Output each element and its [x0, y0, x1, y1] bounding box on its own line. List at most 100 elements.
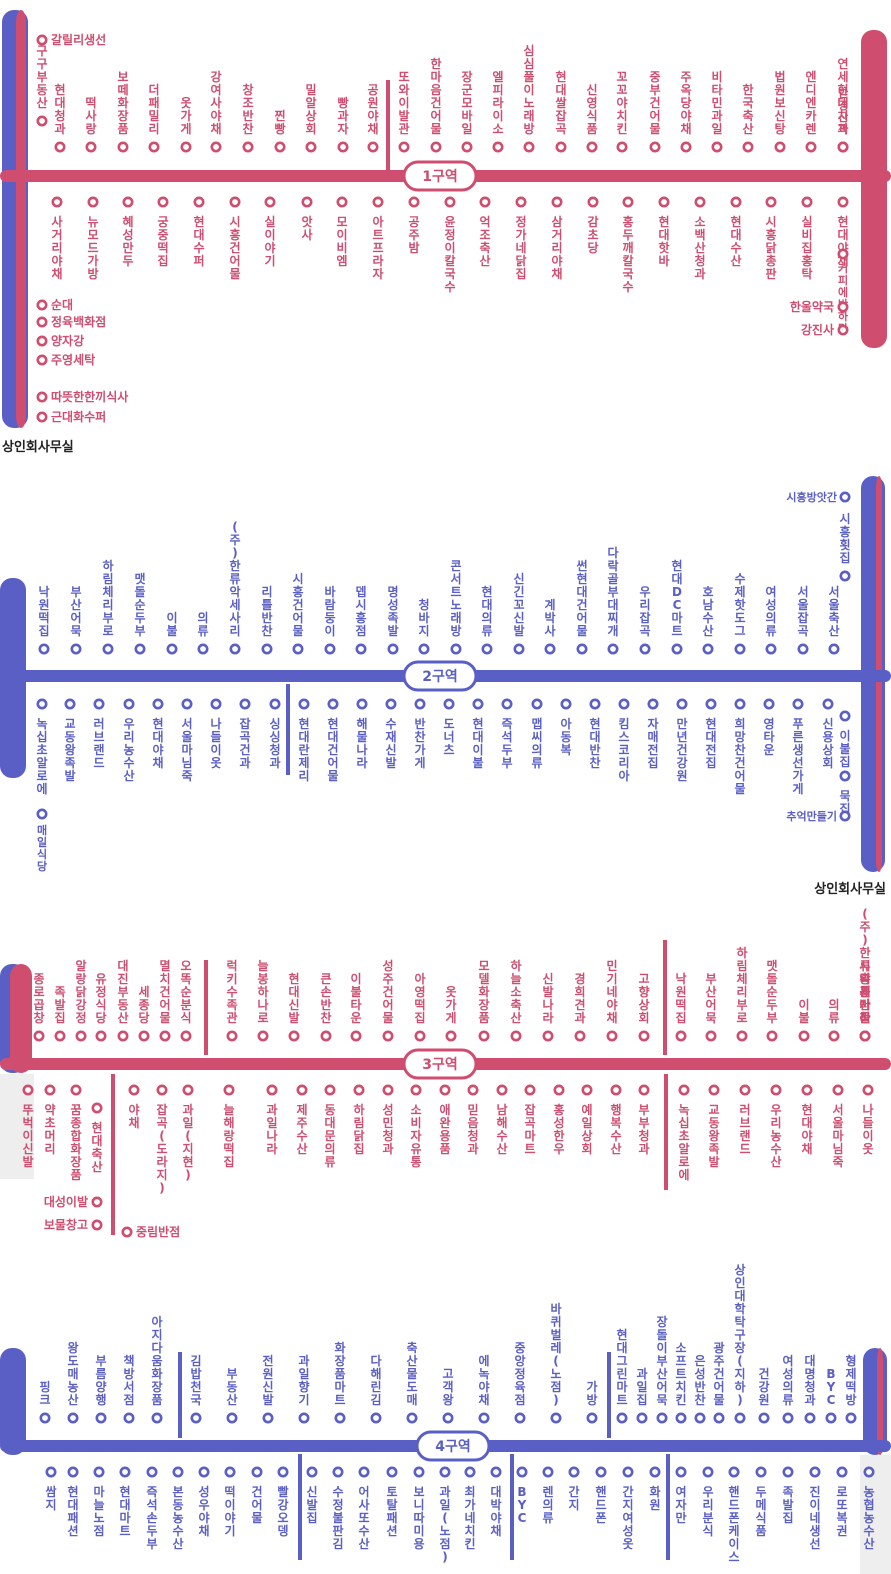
- shop-marker[interactable]: [180, 1030, 192, 1042]
- shop-marker[interactable]: [386, 1466, 398, 1478]
- shop-marker[interactable]: [863, 1466, 875, 1478]
- shop-marker[interactable]: [616, 1412, 628, 1424]
- shop-marker[interactable]: [798, 1030, 810, 1042]
- shop-marker[interactable]: [229, 643, 241, 655]
- shop-marker[interactable]: [490, 1466, 502, 1478]
- shop-marker[interactable]: [574, 1030, 586, 1042]
- shop-marker[interactable]: [478, 1030, 490, 1042]
- shop-marker[interactable]: [828, 1030, 840, 1042]
- shop-marker[interactable]: [636, 1412, 648, 1424]
- shop-marker[interactable]: [45, 1466, 57, 1478]
- shop-marker[interactable]: [839, 770, 851, 782]
- shop-marker[interactable]: [138, 1030, 150, 1042]
- shop-marker[interactable]: [656, 1412, 668, 1424]
- shop-marker[interactable]: [134, 643, 146, 655]
- shop-marker[interactable]: [324, 1084, 336, 1096]
- shop-marker[interactable]: [33, 1030, 45, 1042]
- shop-marker[interactable]: [839, 810, 851, 822]
- shop-marker[interactable]: [70, 643, 82, 655]
- shop-marker[interactable]: [479, 196, 491, 208]
- shop-marker[interactable]: [676, 698, 688, 710]
- shop-marker[interactable]: [671, 643, 683, 655]
- shop-marker[interactable]: [862, 1084, 874, 1096]
- shop-marker[interactable]: [444, 196, 456, 208]
- shop-marker[interactable]: [51, 196, 63, 208]
- shop-marker[interactable]: [387, 643, 399, 655]
- shop-marker[interactable]: [481, 643, 493, 655]
- shop-marker[interactable]: [544, 643, 556, 655]
- shop-marker[interactable]: [193, 196, 205, 208]
- shop-marker[interactable]: [610, 1084, 622, 1096]
- shop-marker[interactable]: [257, 1030, 269, 1042]
- shop-marker[interactable]: [589, 698, 601, 710]
- shop-marker[interactable]: [622, 196, 634, 208]
- shop-marker[interactable]: [510, 1030, 522, 1042]
- shop-marker[interactable]: [464, 1466, 476, 1478]
- shop-marker[interactable]: [36, 316, 48, 328]
- shop-marker[interactable]: [148, 141, 160, 153]
- shop-marker[interactable]: [734, 698, 746, 710]
- shop-marker[interactable]: [210, 141, 222, 153]
- shop-marker[interactable]: [694, 1412, 706, 1424]
- shop-marker[interactable]: [190, 1412, 202, 1424]
- shop-marker[interactable]: [442, 1412, 454, 1424]
- shop-marker[interactable]: [320, 1030, 332, 1042]
- shop-marker[interactable]: [622, 1466, 634, 1478]
- shop-marker[interactable]: [765, 643, 777, 655]
- shop-marker[interactable]: [763, 698, 775, 710]
- shop-marker[interactable]: [306, 1466, 318, 1478]
- shop-marker[interactable]: [515, 196, 527, 208]
- shop-marker[interactable]: [102, 643, 114, 655]
- shop-marker[interactable]: [36, 34, 48, 46]
- shop-marker[interactable]: [93, 698, 105, 710]
- shop-marker[interactable]: [568, 1466, 580, 1478]
- shop-marker[interactable]: [410, 1084, 422, 1096]
- shop-marker[interactable]: [542, 1030, 554, 1042]
- shop-marker[interactable]: [67, 1412, 79, 1424]
- shop-marker[interactable]: [606, 1030, 618, 1042]
- shop-marker[interactable]: [702, 1466, 714, 1478]
- shop-marker[interactable]: [123, 1412, 135, 1424]
- shop-marker[interactable]: [36, 391, 48, 403]
- shop-marker[interactable]: [355, 643, 367, 655]
- shop-marker[interactable]: [439, 1084, 451, 1096]
- shop-marker[interactable]: [675, 1412, 687, 1424]
- shop-marker[interactable]: [151, 1412, 163, 1424]
- shop-marker[interactable]: [288, 1030, 300, 1042]
- shop-marker[interactable]: [560, 698, 572, 710]
- shop-marker[interactable]: [531, 698, 543, 710]
- shop-marker[interactable]: [523, 141, 535, 153]
- shop-marker[interactable]: [64, 698, 76, 710]
- shop-marker[interactable]: [638, 1084, 650, 1096]
- shop-marker[interactable]: [36, 335, 48, 347]
- shop-marker[interactable]: [382, 1084, 394, 1096]
- shop-marker[interactable]: [542, 1466, 554, 1478]
- shop-marker[interactable]: [832, 1084, 844, 1096]
- shop-marker[interactable]: [356, 698, 368, 710]
- shop-marker[interactable]: [70, 1084, 82, 1096]
- shop-marker[interactable]: [586, 141, 598, 153]
- shop-marker[interactable]: [358, 1466, 370, 1478]
- shop-marker[interactable]: [117, 1030, 129, 1042]
- shop-marker[interactable]: [516, 1466, 528, 1478]
- shop-marker[interactable]: [713, 1412, 725, 1424]
- shop-marker[interactable]: [274, 141, 286, 153]
- shop-marker[interactable]: [414, 698, 426, 710]
- shop-marker[interactable]: [801, 196, 813, 208]
- shop-marker[interactable]: [837, 141, 849, 153]
- shop-marker[interactable]: [36, 698, 48, 710]
- shop-marker[interactable]: [336, 196, 348, 208]
- shop-marker[interactable]: [296, 1084, 308, 1096]
- shop-marker[interactable]: [181, 698, 193, 710]
- shop-marker[interactable]: [430, 141, 442, 153]
- shop-marker[interactable]: [797, 643, 809, 655]
- shop-marker[interactable]: [172, 1466, 184, 1478]
- shop-marker[interactable]: [262, 1412, 274, 1424]
- shop-marker[interactable]: [156, 1084, 168, 1096]
- shop-marker[interactable]: [182, 1084, 194, 1096]
- shop-marker[interactable]: [334, 1412, 346, 1424]
- shop-marker[interactable]: [224, 1466, 236, 1478]
- shop-marker[interactable]: [587, 196, 599, 208]
- shop-marker[interactable]: [324, 643, 336, 655]
- shop-marker[interactable]: [742, 141, 754, 153]
